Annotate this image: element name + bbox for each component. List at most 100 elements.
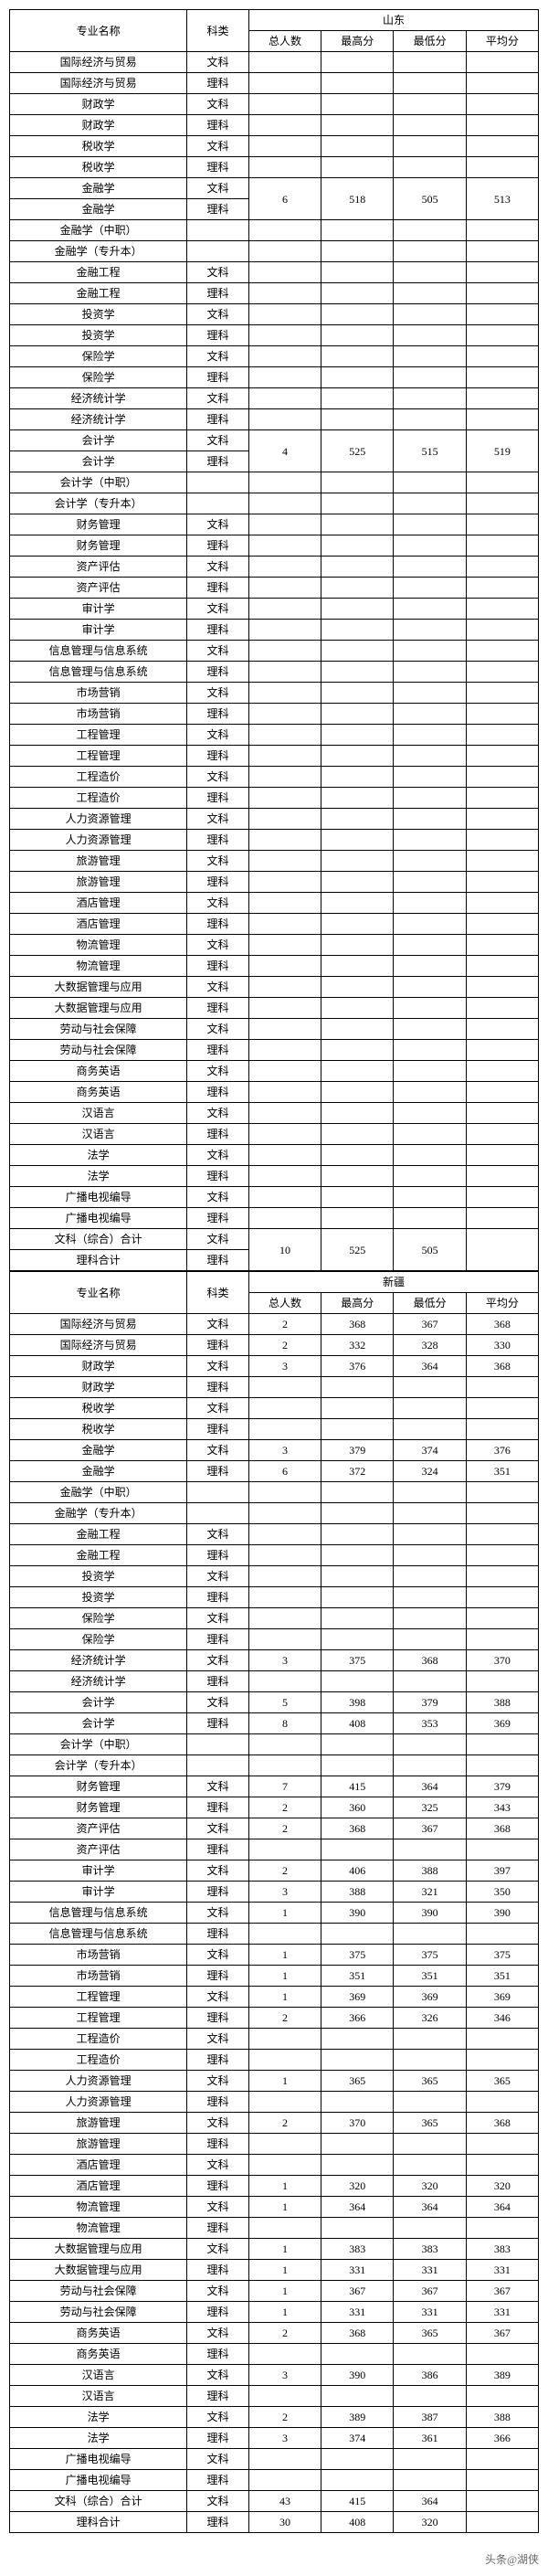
cell-max: 374 xyxy=(321,2428,394,2449)
cell-total xyxy=(248,1482,321,1503)
cell-major: 市场营销 xyxy=(10,683,187,704)
cell-major: 投资学 xyxy=(10,325,187,346)
cell-major: 法学 xyxy=(10,2428,187,2449)
cell-category: 理科 xyxy=(187,788,249,809)
cell-category: 文科 xyxy=(187,136,249,157)
cell-min: 328 xyxy=(394,1335,466,1356)
cell-min xyxy=(394,73,466,94)
table-row: 保险学文科 xyxy=(10,1608,539,1629)
cell-category: 理科 xyxy=(187,199,249,220)
cell-major: 法学 xyxy=(10,2407,187,2428)
cell-max xyxy=(321,1629,394,1650)
cell-min xyxy=(394,136,466,157)
cell-min xyxy=(394,1671,466,1692)
cell-total xyxy=(248,1629,321,1650)
cell-category: 文科 xyxy=(187,52,249,73)
cell-major: 资产评估 xyxy=(10,1818,187,1839)
cell-major: 经济统计学 xyxy=(10,388,187,409)
cell-min: 365 xyxy=(394,2071,466,2092)
cell-category xyxy=(187,493,249,514)
cell-avg xyxy=(466,304,538,325)
cell-major: 会计学（中职） xyxy=(10,1734,187,1755)
table-row: 汉语言理科 xyxy=(10,2386,539,2407)
cell-category: 理科 xyxy=(187,578,249,599)
cell-major: 保险学 xyxy=(10,1629,187,1650)
cell-category xyxy=(187,220,249,241)
cell-major: 金融学（专升本） xyxy=(10,1503,187,1524)
header-total: 总人数 xyxy=(248,31,321,52)
cell-major: 文科（综合）合计 xyxy=(10,1229,187,1250)
cell-max xyxy=(321,725,394,746)
cell-category: 文科 xyxy=(187,388,249,409)
cell-total xyxy=(248,1082,321,1103)
cell-category: 理科 xyxy=(187,1208,249,1229)
cell-avg: 368 xyxy=(466,1314,538,1335)
cell-min xyxy=(394,935,466,956)
cell-total xyxy=(248,304,321,325)
cell-major: 工程管理 xyxy=(10,1987,187,2008)
table-row: 资产评估文科 xyxy=(10,557,539,578)
cell-max xyxy=(321,1145,394,1166)
cell-max: 368 xyxy=(321,1314,394,1335)
cell-avg xyxy=(466,851,538,872)
cell-min: 505 xyxy=(394,1229,466,1271)
cell-max: 375 xyxy=(321,1945,394,1966)
cell-total xyxy=(248,157,321,178)
table-row: 法学文科2389387388 xyxy=(10,2407,539,2428)
table-row: 大数据管理与应用理科1331331331 xyxy=(10,2260,539,2281)
cell-min xyxy=(394,220,466,241)
cell-avg: 367 xyxy=(466,2323,538,2344)
table-row: 金融学（中职） xyxy=(10,1482,539,1503)
cell-max: 408 xyxy=(321,1713,394,1734)
cell-max: 406 xyxy=(321,1860,394,1882)
cell-avg xyxy=(466,893,538,914)
cell-avg xyxy=(466,830,538,851)
cell-category: 文科 xyxy=(187,178,249,199)
cell-avg: 368 xyxy=(466,1356,538,1377)
cell-max: 370 xyxy=(321,2113,394,2134)
cell-major: 工程造价 xyxy=(10,2029,187,2050)
cell-total: 1 xyxy=(248,2281,321,2302)
cell-min xyxy=(394,956,466,977)
cell-max: 372 xyxy=(321,1461,394,1482)
cell-major: 金融学（中职） xyxy=(10,220,187,241)
cell-min xyxy=(394,1924,466,1945)
cell-avg xyxy=(466,1208,538,1229)
table-row: 财政学文科 xyxy=(10,94,539,115)
cell-major: 信息管理与信息系统 xyxy=(10,1924,187,1945)
cell-major: 会计学（专升本） xyxy=(10,493,187,514)
cell-avg xyxy=(466,535,538,557)
cell-avg xyxy=(466,725,538,746)
cell-total xyxy=(248,746,321,767)
cell-total: 2 xyxy=(248,1818,321,1839)
cell-major: 广播电视编导 xyxy=(10,2470,187,2491)
cell-major: 广播电视编导 xyxy=(10,2449,187,2470)
cell-max xyxy=(321,1734,394,1755)
cell-major: 金融工程 xyxy=(10,1524,187,1545)
cell-major: 国际经济与贸易 xyxy=(10,52,187,73)
cell-max xyxy=(321,2218,394,2239)
cell-category: 文科 xyxy=(187,346,249,367)
cell-max xyxy=(321,935,394,956)
cell-total xyxy=(248,493,321,514)
cell-total xyxy=(248,2155,321,2176)
cell-category: 理科 xyxy=(187,1671,249,1692)
table-row: 酒店管理理科1320320320 xyxy=(10,2176,539,2197)
cell-total: 3 xyxy=(248,1356,321,1377)
cell-category: 理科 xyxy=(187,73,249,94)
cell-major: 广播电视编导 xyxy=(10,1187,187,1208)
table-row: 审计学文科2406388397 xyxy=(10,1860,539,1882)
cell-total xyxy=(248,1103,321,1124)
cell-max xyxy=(321,788,394,809)
cell-total xyxy=(248,1924,321,1945)
cell-category: 理科 xyxy=(187,746,249,767)
cell-min xyxy=(394,683,466,704)
cell-major: 财政学 xyxy=(10,1377,187,1398)
cell-total: 10 xyxy=(248,1229,321,1271)
cell-total xyxy=(248,914,321,935)
table-row: 财务管理文科 xyxy=(10,514,539,535)
cell-total xyxy=(248,2386,321,2407)
table-row: 会计学文科5398379388 xyxy=(10,1692,539,1713)
cell-major: 汉语言 xyxy=(10,2386,187,2407)
table-row: 酒店管理理科 xyxy=(10,914,539,935)
